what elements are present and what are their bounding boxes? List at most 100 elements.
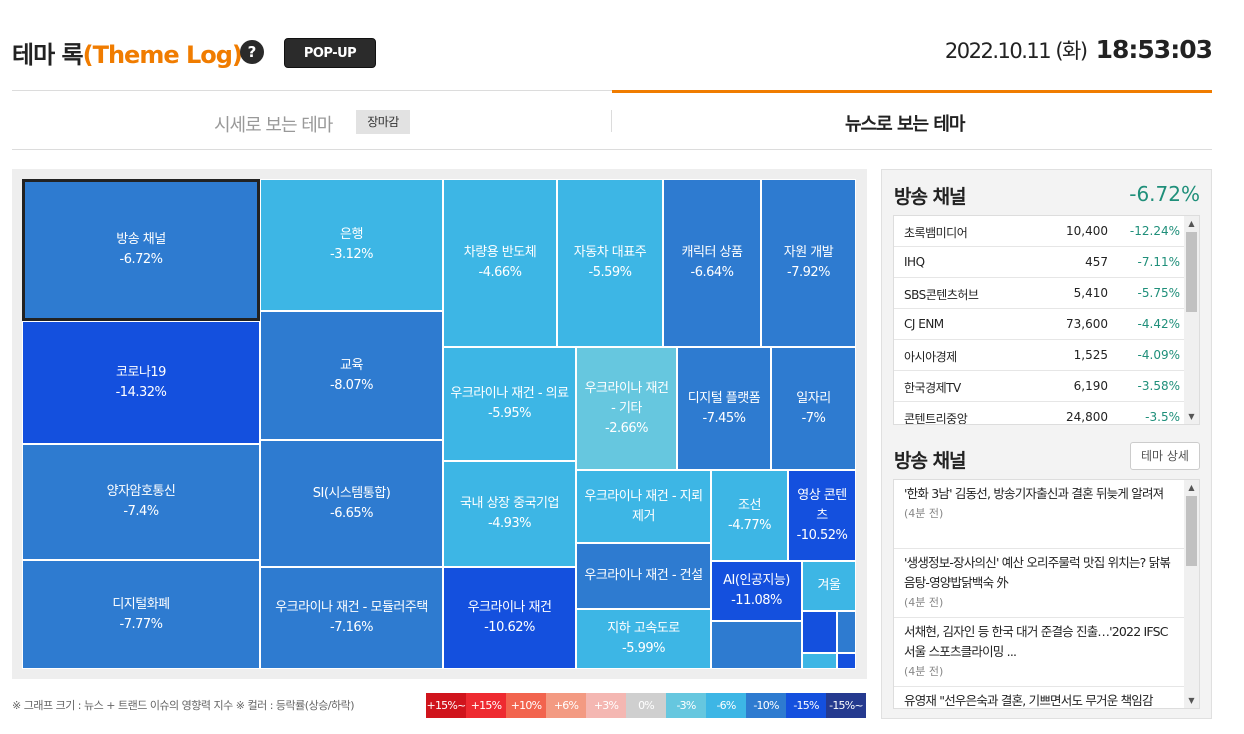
theme-tile[interactable]: 차량용 반도체 -4.66% — [443, 179, 557, 347]
scroll-up-icon[interactable]: ▲ — [1188, 483, 1195, 492]
theme-tile-change: -4.93% — [488, 516, 532, 531]
stock-price: 5,410 — [1073, 286, 1108, 300]
theme-tile[interactable] — [802, 653, 837, 669]
stock-change: -7.11% — [1137, 255, 1180, 269]
news-item[interactable]: '한화 3남' 김동선, 방송기자출신과 결혼 뒤늦게 알려져 (4분 전) — [894, 480, 1184, 549]
news-item[interactable]: 서채현, 김자인 등 한국 대거 준결승 진출…'2022 IFSC 서울 스포… — [894, 618, 1184, 687]
page-header: 테마 록(Theme Log) ? POP-UP 2022.10.11 (화) … — [0, 0, 1244, 90]
theme-tile[interactable]: AI(인공지능) -11.08% — [711, 561, 802, 621]
news-item[interactable]: 유영재 "선우은숙과 결혼, 기쁘면서도 무거운 책임감 — [894, 687, 1184, 708]
stock-row[interactable]: SBS콘텐츠허브 5,410 -5.75% — [894, 278, 1184, 309]
tab-bar: 시세로 보는 테마 장마감 뉴스로 보는 테마 — [12, 90, 1212, 150]
tab-price-theme-label: 시세로 보는 테마 — [214, 115, 333, 136]
tab-news-theme[interactable]: 뉴스로 보는 테마 — [612, 90, 1212, 149]
theme-tile[interactable] — [837, 653, 856, 669]
theme-tile[interactable]: 교육 -8.07% — [260, 311, 443, 440]
stock-row[interactable]: 콘텐트리중앙 24,800 -3.5% — [894, 402, 1184, 425]
theme-tile[interactable]: 우크라이나 재건 - 의료 -5.95% — [443, 347, 576, 461]
theme-tile[interactable]: 우크라이나 재건 -10.62% — [443, 567, 576, 669]
title-accent: (Theme Log) — [82, 41, 243, 69]
theme-tile-name: 지하 고속도로 — [607, 621, 680, 636]
treemap-container: 방송 채널 -6.72% 코로나19 -14.32% 양자암호통신 -7.4% 디지털화폐 -… — [12, 169, 867, 679]
stock-name: IHQ — [904, 255, 925, 269]
stock-row[interactable]: 아시아경제 1,525 -4.09% — [894, 340, 1184, 371]
stock-price: 73,600 — [1066, 317, 1108, 331]
stock-row[interactable]: IHQ 457 -7.11% — [894, 247, 1184, 278]
scroll-thumb[interactable] — [1186, 496, 1197, 566]
news-list-scrollbar[interactable]: ▲ ▼ — [1184, 480, 1199, 708]
stock-row[interactable]: CJ ENM 73,600 -4.42% — [894, 309, 1184, 340]
theme-tile[interactable]: 디지털 플랫폼 -7.45% — [677, 347, 771, 470]
theme-tile-name: 국내 상장 중국기업 — [460, 496, 559, 511]
theme-tile-change: -6.64% — [690, 265, 735, 280]
theme-tile-name: AI(인공지능) — [723, 573, 790, 588]
theme-tile-name: 교육 — [340, 357, 363, 373]
theme-tile-change: -7.92% — [787, 265, 831, 280]
theme-tile[interactable]: 우크라이나 재건 - 지뢰제거 — [576, 470, 711, 543]
stock-price: 24,800 — [1066, 410, 1108, 424]
legend-item: +15% — [466, 693, 506, 718]
theme-tile-change: -11.08% — [731, 593, 782, 608]
news-headline: '생생정보-장사의신' 예산 오리주물럭 맛집 위치는? 닭볶음탕-영양밥닭백숙… — [904, 555, 1171, 590]
stock-price: 457 — [1085, 255, 1108, 269]
theme-tile[interactable]: 조선 -4.77% — [711, 470, 788, 561]
stock-row[interactable]: 한국경제TV 6,190 -3.58% — [894, 371, 1184, 402]
theme-tile-name: 캐릭터 상품 — [681, 245, 743, 260]
theme-tile[interactable]: 자동차 대표주 -5.59% — [557, 179, 663, 347]
theme-treemap: 방송 채널 -6.72% 코로나19 -14.32% 양자암호통신 -7.4% 디지털화폐 -… — [22, 179, 856, 669]
theme-tile[interactable]: SI(시스템통합) -6.65% — [260, 440, 443, 567]
theme-tile[interactable]: 겨울 — [802, 561, 856, 611]
theme-tile[interactable]: 은행 -3.12% — [260, 179, 443, 311]
theme-tile-change: -4.66% — [478, 265, 523, 280]
scroll-down-icon[interactable]: ▼ — [1188, 696, 1195, 705]
theme-tile[interactable] — [802, 611, 837, 653]
news-time: (4분 전) — [904, 596, 944, 609]
theme-tile[interactable] — [837, 611, 856, 653]
theme-tile-name: 겨울 — [817, 578, 841, 593]
theme-tile[interactable]: 양자암호통신 -7.4% — [22, 444, 260, 560]
theme-tile-change: -3.12% — [330, 247, 374, 262]
help-icon[interactable]: ? — [240, 40, 264, 64]
theme-tile-name: 우크라이나 재건 - 건설 — [584, 568, 703, 583]
theme-detail-button[interactable]: 테마 상세 — [1130, 442, 1200, 470]
theme-tile[interactable]: 일자리 -7% — [771, 347, 856, 470]
theme-tile-change: -7.45% — [702, 410, 747, 426]
theme-tile[interactable]: 영상 콘텐츠 -10.52% — [788, 470, 856, 561]
theme-tile[interactable]: 자원 개발 -7.92% — [761, 179, 856, 347]
scroll-up-icon[interactable]: ▲ — [1188, 219, 1195, 228]
theme-tile-change: -4.77% — [728, 517, 772, 533]
popup-button[interactable]: POP-UP — [284, 38, 376, 68]
stock-price: 1,525 — [1073, 348, 1108, 362]
news-item[interactable]: '생생정보-장사의신' 예산 오리주물럭 맛집 위치는? 닭볶음탕-영양밥닭백숙… — [894, 549, 1184, 618]
stock-name: 콘텐트리중앙 — [904, 412, 968, 425]
stock-change: -4.42% — [1137, 317, 1180, 331]
theme-tile[interactable]: 코로나19 -14.32% — [22, 321, 260, 444]
theme-tile[interactable]: 우크라이나 재건 - 건설 — [576, 543, 711, 609]
news-time: (4분 전) — [904, 665, 944, 678]
theme-tile[interactable]: 캐릭터 상품 -6.64% — [663, 179, 761, 347]
date-label: 2022.10.11 (화) — [944, 39, 1088, 63]
panel-header: 방송 채널 -6.72% — [894, 182, 1200, 208]
news-header: 방송 채널 테마 상세 — [894, 442, 1200, 472]
legend-item: +3% — [586, 693, 626, 718]
theme-tile[interactable] — [711, 621, 802, 669]
theme-tile[interactable]: 우크라이나 재건 - 모듈러주택 -7.16% — [260, 567, 443, 669]
theme-tile[interactable]: 방송 채널 -6.72% — [22, 179, 260, 321]
theme-tile-name: 코로나19 — [116, 364, 166, 380]
theme-tile-change: -7.77% — [119, 616, 164, 632]
theme-tile[interactable]: 국내 상장 중국기업 -4.93% — [443, 461, 576, 567]
scroll-thumb[interactable] — [1186, 232, 1197, 312]
tab-price-theme[interactable]: 시세로 보는 테마 장마감 — [12, 90, 612, 149]
theme-tile[interactable]: 우크라이나 재건 - 기타 -2.66% — [576, 347, 677, 470]
theme-tile-name: 조선 — [738, 497, 761, 513]
stock-list-scrollbar[interactable]: ▲ ▼ — [1184, 216, 1199, 424]
scroll-down-icon[interactable]: ▼ — [1188, 412, 1195, 421]
time-label: 18:53:03 — [1095, 35, 1213, 64]
stock-name: CJ ENM — [904, 317, 944, 331]
theme-tile-name: SI(시스템통합) — [312, 485, 391, 501]
theme-tile[interactable]: 디지털화폐 -7.77% — [22, 560, 260, 669]
stock-row[interactable]: 초록뱀미디어 10,400 -12.24% — [894, 216, 1184, 247]
stock-list: 콘텐트리중앙 24,800 -3.5% 한국경제TV 6,190 -3.58% 아시아경제 1… — [893, 215, 1200, 425]
theme-tile[interactable]: 지하 고속도로 -5.99% — [576, 609, 711, 669]
theme-tile-name: 양자암호통신 — [106, 484, 176, 499]
